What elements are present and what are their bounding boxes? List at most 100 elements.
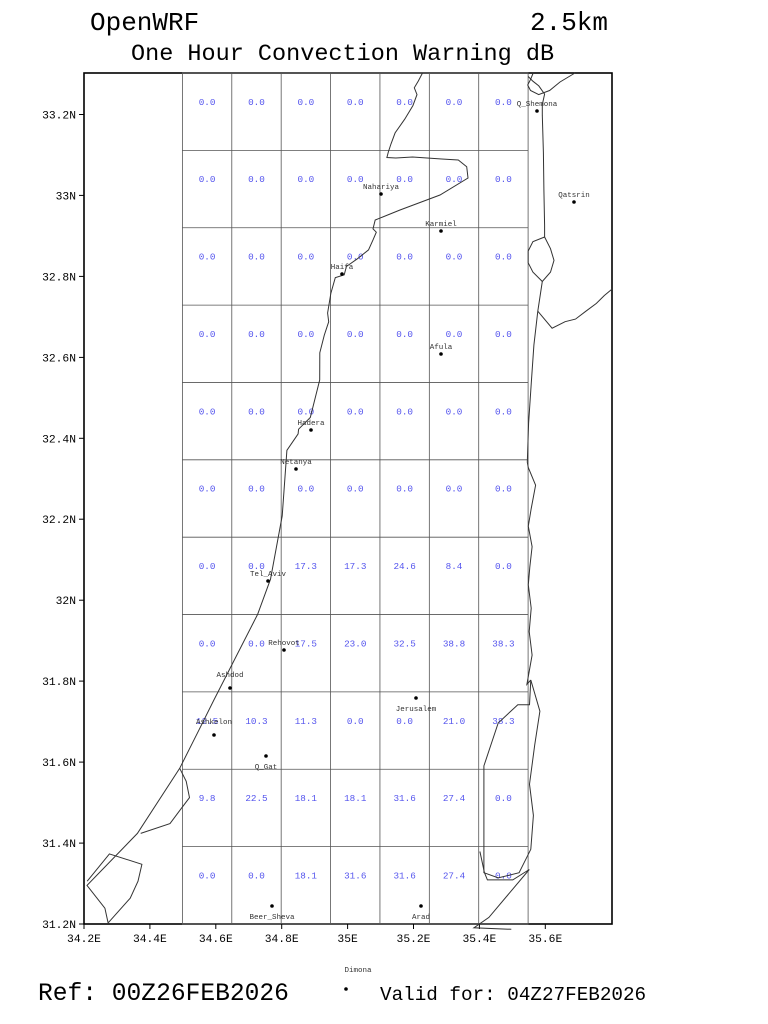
svg-text:23.0: 23.0 bbox=[344, 638, 366, 649]
svg-text:35.2E: 35.2E bbox=[397, 934, 431, 946]
svg-text:18.1: 18.1 bbox=[295, 793, 318, 804]
svg-text:0.0: 0.0 bbox=[396, 252, 413, 263]
svg-text:0.0: 0.0 bbox=[495, 793, 512, 804]
svg-text:Haifa: Haifa bbox=[331, 264, 354, 272]
svg-text:One Hour Convection Warning dB: One Hour Convection Warning dB bbox=[131, 41, 554, 68]
svg-text:Arad: Arad bbox=[412, 914, 430, 922]
svg-text:35.6E: 35.6E bbox=[528, 934, 562, 946]
svg-text:0.0: 0.0 bbox=[396, 716, 413, 727]
svg-text:0.0: 0.0 bbox=[248, 252, 265, 263]
svg-text:OpenWRF: OpenWRF bbox=[90, 8, 199, 38]
svg-text:Ashdod: Ashdod bbox=[216, 672, 243, 680]
svg-text:0.0: 0.0 bbox=[199, 252, 216, 263]
svg-text:33.2N: 33.2N bbox=[42, 111, 76, 123]
svg-text:34.2E: 34.2E bbox=[67, 934, 101, 946]
svg-text:0.0: 0.0 bbox=[347, 252, 364, 263]
svg-text:38.3: 38.3 bbox=[492, 638, 514, 649]
svg-text:0.0: 0.0 bbox=[297, 174, 314, 185]
svg-text:35E: 35E bbox=[337, 934, 358, 946]
svg-text:0.0: 0.0 bbox=[199, 406, 216, 417]
svg-text:18.1: 18.1 bbox=[295, 870, 318, 881]
svg-text:Karmiel: Karmiel bbox=[425, 221, 457, 229]
svg-text:Valid for: 04Z27FEB2026: Valid for: 04Z27FEB2026 bbox=[380, 984, 646, 1006]
svg-text:0.0: 0.0 bbox=[446, 406, 463, 417]
svg-text:0.0: 0.0 bbox=[199, 638, 216, 649]
svg-text:31.4N: 31.4N bbox=[42, 839, 76, 851]
svg-text:0.0: 0.0 bbox=[446, 252, 463, 263]
svg-text:31.6N: 31.6N bbox=[42, 758, 76, 770]
svg-text:27.4: 27.4 bbox=[443, 793, 466, 804]
svg-text:0.0: 0.0 bbox=[347, 97, 364, 108]
svg-text:9.8: 9.8 bbox=[199, 793, 216, 804]
svg-text:0.0: 0.0 bbox=[347, 329, 364, 340]
svg-text:0.0: 0.0 bbox=[495, 561, 512, 572]
svg-text:24.6: 24.6 bbox=[393, 561, 415, 572]
svg-text:Qatsrin: Qatsrin bbox=[558, 192, 590, 200]
svg-text:8.4: 8.4 bbox=[446, 561, 463, 572]
svg-text:0.0: 0.0 bbox=[446, 97, 463, 108]
svg-text:0.0: 0.0 bbox=[495, 252, 512, 263]
svg-text:31.6: 31.6 bbox=[344, 870, 366, 881]
svg-text:Q_Shemona: Q_Shemona bbox=[517, 101, 558, 109]
svg-text:Beer_Sheva: Beer_Sheva bbox=[249, 914, 295, 922]
svg-text:Ashkelon: Ashkelon bbox=[196, 719, 232, 727]
svg-text:32.4N: 32.4N bbox=[42, 434, 76, 446]
svg-text:18.1: 18.1 bbox=[344, 793, 367, 804]
svg-text:10.3: 10.3 bbox=[245, 716, 267, 727]
svg-text:0.0: 0.0 bbox=[248, 174, 265, 185]
svg-text:2.5km: 2.5km bbox=[530, 8, 608, 38]
svg-text:0.0: 0.0 bbox=[248, 406, 265, 417]
svg-text:0.0: 0.0 bbox=[446, 484, 463, 495]
svg-text:0.0: 0.0 bbox=[495, 329, 512, 340]
svg-text:0.0: 0.0 bbox=[199, 329, 216, 340]
svg-text:38.3: 38.3 bbox=[492, 716, 514, 727]
svg-text:32.2N: 32.2N bbox=[42, 515, 76, 527]
svg-text:33N: 33N bbox=[56, 191, 76, 203]
svg-text:0.0: 0.0 bbox=[495, 406, 512, 417]
svg-text:0.0: 0.0 bbox=[297, 252, 314, 263]
svg-text:35.4E: 35.4E bbox=[462, 934, 496, 946]
svg-text:Afula: Afula bbox=[430, 344, 453, 352]
svg-text:32N: 32N bbox=[56, 596, 76, 608]
svg-text:Jerusalem: Jerusalem bbox=[396, 706, 437, 714]
svg-text:32.5: 32.5 bbox=[393, 638, 415, 649]
svg-text:0.0: 0.0 bbox=[495, 97, 512, 108]
svg-text:Ref: 00Z26FEB2026: Ref: 00Z26FEB2026 bbox=[38, 981, 289, 1008]
svg-text:Rehovot: Rehovot bbox=[268, 640, 300, 648]
svg-text:0.0: 0.0 bbox=[347, 174, 364, 185]
svg-text:31.2N: 31.2N bbox=[42, 920, 76, 932]
svg-text:0.0: 0.0 bbox=[199, 174, 216, 185]
svg-text:Dimona: Dimona bbox=[344, 967, 372, 975]
svg-text:0.0: 0.0 bbox=[297, 97, 314, 108]
svg-text:0.0: 0.0 bbox=[446, 174, 463, 185]
svg-text:32.6N: 32.6N bbox=[42, 353, 76, 365]
svg-text:0.0: 0.0 bbox=[396, 97, 413, 108]
svg-text:31.8N: 31.8N bbox=[42, 677, 76, 689]
svg-text:34.6E: 34.6E bbox=[199, 934, 233, 946]
svg-text:34.8E: 34.8E bbox=[265, 934, 299, 946]
svg-text:0.0: 0.0 bbox=[199, 97, 216, 108]
svg-text:0.0: 0.0 bbox=[248, 484, 265, 495]
svg-text:31.6: 31.6 bbox=[393, 793, 415, 804]
svg-text:0.0: 0.0 bbox=[199, 561, 216, 572]
svg-text:0.0: 0.0 bbox=[446, 329, 463, 340]
svg-text:17.3: 17.3 bbox=[344, 561, 366, 572]
svg-text:17.3: 17.3 bbox=[295, 561, 317, 572]
svg-text:11.3: 11.3 bbox=[295, 716, 317, 727]
svg-text:0.0: 0.0 bbox=[248, 870, 265, 881]
svg-text:0.0: 0.0 bbox=[495, 484, 512, 495]
svg-text:0.0: 0.0 bbox=[199, 870, 216, 881]
svg-text:Hadera: Hadera bbox=[297, 420, 325, 428]
svg-text:21.0: 21.0 bbox=[443, 716, 465, 727]
svg-text:0.0: 0.0 bbox=[396, 329, 413, 340]
svg-text:27.4: 27.4 bbox=[443, 870, 466, 881]
svg-text:0.0: 0.0 bbox=[248, 638, 265, 649]
svg-text:34.4E: 34.4E bbox=[133, 934, 167, 946]
svg-text:0.0: 0.0 bbox=[396, 406, 413, 417]
svg-text:38.8: 38.8 bbox=[443, 638, 465, 649]
svg-text:22.5: 22.5 bbox=[245, 793, 267, 804]
svg-text:0.0: 0.0 bbox=[347, 484, 364, 495]
svg-text:32.8N: 32.8N bbox=[42, 272, 76, 284]
svg-text:0.0: 0.0 bbox=[297, 329, 314, 340]
svg-text:Q_Gat: Q_Gat bbox=[255, 764, 278, 772]
